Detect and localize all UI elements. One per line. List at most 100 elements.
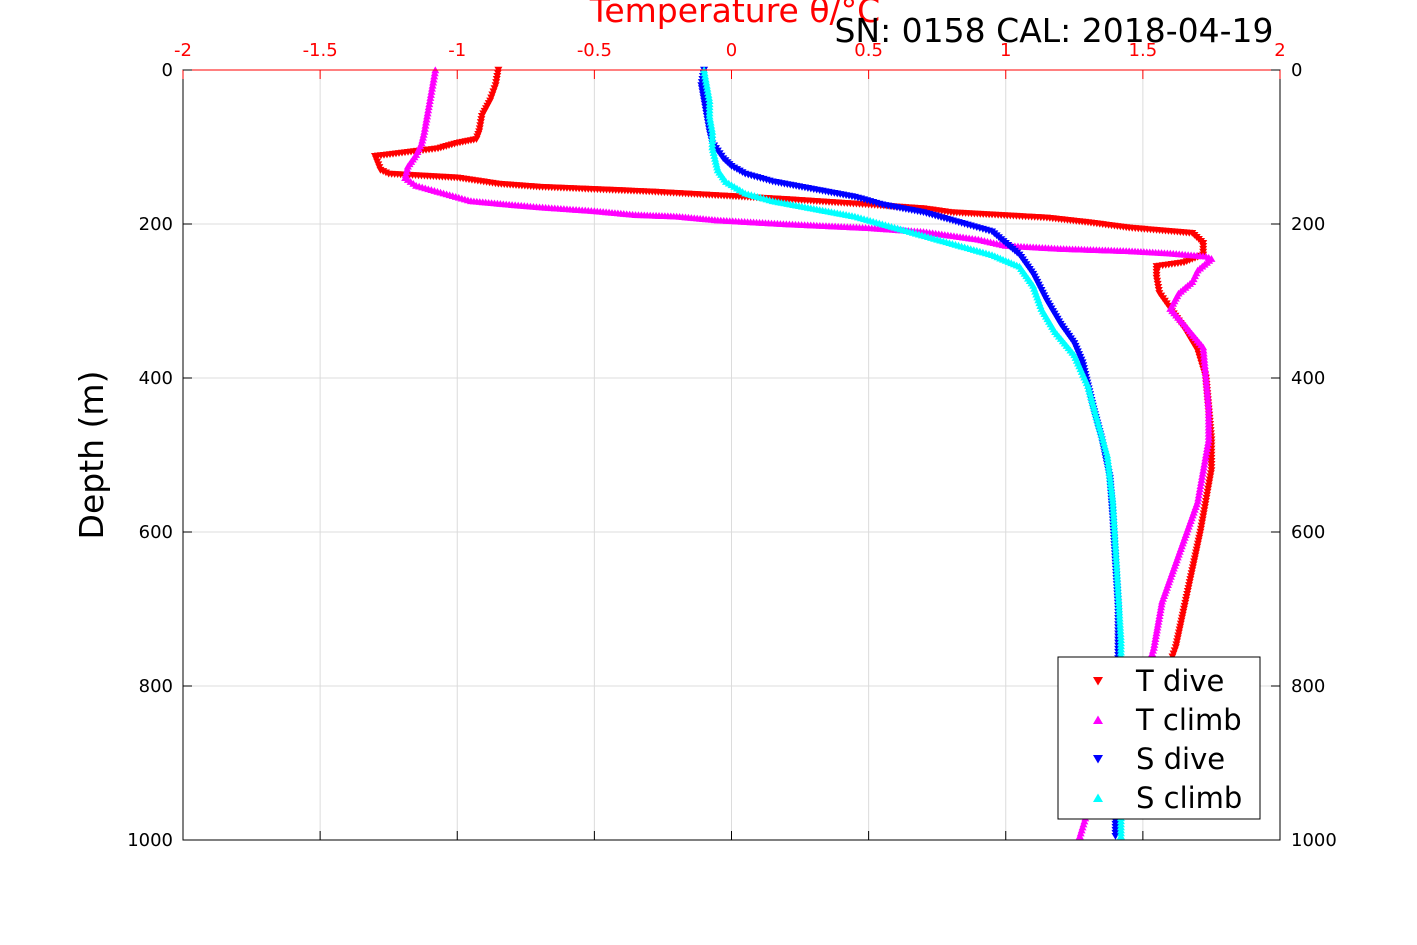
data-point	[713, 163, 722, 171]
data-point	[1111, 832, 1120, 840]
data-point	[403, 165, 412, 173]
data-point	[1200, 355, 1209, 363]
data-point	[1106, 477, 1115, 485]
data-point	[1201, 371, 1210, 379]
legend-label: T dive	[1135, 664, 1224, 698]
data-point	[1156, 609, 1165, 617]
data-point	[1196, 482, 1205, 489]
data-point	[424, 103, 433, 111]
data-point	[421, 118, 430, 126]
data-point	[1151, 635, 1160, 643]
y-axis-label: Depth (m)	[72, 371, 111, 540]
data-point	[1203, 389, 1212, 397]
data-point	[700, 69, 709, 77]
data-point	[706, 118, 715, 126]
data-point	[425, 100, 434, 108]
y-tick-label-right: 0	[1291, 60, 1302, 81]
data-point	[1105, 474, 1114, 482]
series-t-climb	[401, 66, 1216, 840]
data-point	[1203, 442, 1212, 449]
data-point	[1200, 460, 1209, 468]
x-axis-top-label: Temperature θ/°C	[589, 0, 880, 30]
data-point	[708, 146, 717, 154]
data-point	[430, 69, 439, 77]
data-point	[1198, 472, 1207, 480]
x-tick-label: 0	[726, 40, 737, 61]
x-tick-label: 0.5	[854, 40, 883, 61]
series-t-dive	[370, 66, 1216, 667]
data-point	[703, 84, 712, 92]
data-point	[1107, 486, 1116, 493]
data-point	[709, 149, 718, 156]
data-point	[426, 94, 435, 101]
data-point	[1203, 392, 1212, 400]
y-tick-label-left: 1000	[127, 830, 173, 851]
data-point	[428, 84, 437, 92]
x-tick-label: -1.5	[303, 40, 338, 61]
data-point	[1106, 480, 1115, 488]
data-point	[1153, 623, 1162, 631]
legend-marker	[1093, 677, 1103, 686]
data-point	[702, 81, 711, 89]
data-point	[1201, 451, 1210, 459]
y-tick-label-left: 200	[139, 214, 173, 235]
data-point	[427, 87, 436, 95]
data-point	[1105, 468, 1114, 476]
data-point	[711, 154, 720, 162]
data-point	[708, 143, 717, 151]
data-point	[1204, 399, 1213, 406]
data-point	[706, 115, 715, 123]
data-point	[1103, 454, 1112, 462]
data-point	[701, 72, 710, 80]
y-tick-label-right: 1000	[1291, 830, 1337, 851]
data-point	[702, 78, 711, 86]
data-point	[1157, 603, 1166, 611]
legend-marker	[1093, 755, 1103, 764]
data-point	[1200, 352, 1209, 360]
data-point	[1150, 641, 1159, 648]
data-point	[1202, 383, 1211, 391]
data-point	[1199, 349, 1208, 357]
legend-box	[1057, 656, 1261, 820]
data-point	[707, 121, 716, 129]
data-point	[1106, 483, 1115, 490]
legend-label: S climb	[1136, 781, 1242, 815]
data-point	[1204, 402, 1213, 409]
data-point	[1200, 457, 1209, 465]
data-point	[418, 136, 427, 144]
data-point	[1152, 626, 1161, 634]
data-point	[704, 91, 713, 98]
data-point	[403, 162, 412, 170]
data-point	[712, 160, 721, 168]
y-tick-label-right: 800	[1291, 676, 1325, 697]
y-tick-label-left: 800	[139, 676, 173, 697]
data-point	[1108, 494, 1117, 502]
data-point	[705, 112, 714, 120]
data-point	[423, 112, 432, 120]
data-point	[1194, 491, 1203, 499]
data-point	[1152, 629, 1161, 637]
data-point	[426, 91, 435, 98]
x-tick-label: 2	[1274, 40, 1285, 61]
data-point	[1153, 620, 1162, 628]
data-point	[1200, 359, 1209, 366]
data-point	[1195, 485, 1204, 493]
data-point	[1202, 377, 1211, 385]
data-point	[1199, 463, 1208, 471]
legend-label: S dive	[1136, 742, 1225, 776]
data-point	[1103, 451, 1112, 459]
data-point	[1103, 457, 1112, 464]
data-point	[1194, 494, 1203, 502]
x-tick-label: 1.5	[1129, 40, 1158, 61]
data-point	[1157, 600, 1166, 608]
data-point	[1198, 469, 1207, 477]
y-tick-label-right: 400	[1291, 368, 1325, 389]
x-tick-label: 1	[1000, 40, 1011, 61]
data-point	[1203, 445, 1212, 453]
data-point	[710, 152, 719, 159]
y-tick-label-right: 600	[1291, 522, 1325, 543]
data-point	[421, 121, 430, 129]
data-point	[1201, 454, 1210, 462]
data-point	[1155, 612, 1164, 619]
